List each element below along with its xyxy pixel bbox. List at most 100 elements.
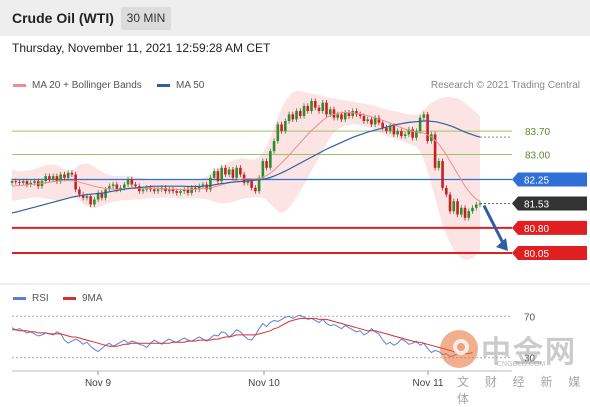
- candle-body-59: [231, 169, 235, 178]
- candle-body-30: [123, 184, 126, 188]
- candle-body-89: [343, 112, 347, 120]
- x-label-nov-10: Nov 10: [248, 378, 280, 389]
- candle-body-81: [313, 101, 317, 108]
- watermark-logo-icon: [440, 330, 478, 368]
- bollinger-band-fill: [12, 91, 480, 260]
- candle-body-121: [463, 207, 467, 218]
- watermark-tagline: 文 财 经 新 媒 体: [457, 375, 587, 406]
- candle-body-101: [388, 126, 392, 132]
- candle-body-90: [347, 112, 351, 117]
- forecast-arrow-head: [496, 237, 508, 251]
- candle-body-66: [257, 177, 261, 192]
- title-bar: Crude Oil (WTI) 30 MIN: [0, 0, 590, 36]
- candle-body-38: [152, 189, 156, 192]
- ma20-line: [11, 111, 481, 202]
- research-credit: Research © 2021 Trading Central: [430, 80, 580, 91]
- legend-9ma-swatch: [63, 296, 76, 300]
- candle-body-117: [448, 194, 452, 212]
- candle-body-104: [400, 131, 403, 137]
- x-label-nov-11: Nov 11: [413, 378, 444, 389]
- candle-body-95: [366, 119, 369, 122]
- legend-ma20-swatch: [13, 83, 26, 87]
- candle-body-19: [81, 194, 85, 198]
- candle-body-97: [373, 117, 377, 125]
- rsi-line: [11, 314, 466, 358]
- level-tag-82.25: [512, 172, 587, 187]
- legend-rsi-swatch: [13, 296, 26, 300]
- candle-body-42: [167, 189, 171, 192]
- candle-body-33: [134, 184, 137, 187]
- candle-body-44: [175, 191, 179, 193]
- candle-body-35: [141, 189, 145, 192]
- candle-body-46: [182, 189, 186, 192]
- candle-body-102: [392, 126, 396, 135]
- legend-rsi-ma: 9MA: [63, 293, 103, 304]
- legend-rsi-label: RSI: [32, 293, 49, 304]
- candle-body-125: [478, 203, 482, 205]
- datetime-label: Thursday, November 11, 2021 12:59:28 AM …: [12, 41, 271, 55]
- legend-rsi: RSI: [13, 293, 49, 304]
- candle-body-96: [370, 119, 373, 125]
- candle-body-60: [235, 167, 238, 178]
- candle-body-116: [445, 187, 448, 195]
- candle-body-21: [89, 196, 92, 205]
- candle-body-22: [93, 199, 96, 205]
- candle-body-49: [194, 187, 197, 190]
- candle-body-87: [336, 114, 340, 118]
- candle-body-75: [291, 114, 295, 120]
- candle-body-2: [18, 181, 21, 183]
- candle-body-114: [437, 161, 441, 168]
- candle-body-26: [108, 186, 111, 190]
- candle-body-56: [220, 167, 223, 182]
- legend-9ma-label: 9MA: [82, 293, 103, 304]
- legend-ma50-swatch: [157, 83, 170, 87]
- site-watermark: 中金网 CNGOLD.COM 文 财 经 新 媒 体: [437, 327, 587, 406]
- candle-body-113: [433, 134, 437, 168]
- candle-body-107: [411, 129, 414, 138]
- timeframe-button[interactable]: 30 MIN: [121, 7, 171, 30]
- candle-body-85: [328, 109, 332, 115]
- rsi-level-label-70: 70: [524, 312, 536, 323]
- candle-body-32: [130, 179, 134, 185]
- candle-body-58: [227, 169, 231, 175]
- candle-body-11: [51, 176, 55, 180]
- watermark-subtitle: CNGOLD.COM: [497, 361, 546, 368]
- candle-body-50: [197, 186, 201, 190]
- candle-body-86: [332, 109, 336, 118]
- level-tag-80.80: [512, 220, 587, 235]
- candle-body-0: [10, 181, 14, 183]
- candle-body-98: [377, 117, 381, 123]
- candle-body-54: [212, 171, 216, 178]
- level-label-82.25: 82.25: [524, 175, 549, 186]
- candle-body-77: [298, 111, 302, 117]
- candle-body-16: [70, 172, 74, 175]
- candle-body-79: [306, 106, 310, 112]
- candle-body-72: [280, 124, 283, 132]
- candle-body-124: [474, 204, 478, 208]
- candle-body-82: [317, 107, 321, 112]
- candle-body-14: [63, 174, 66, 178]
- candle-body-106: [407, 129, 411, 135]
- candle-body-5: [29, 182, 33, 185]
- candle-body-39: [156, 189, 160, 192]
- candle-body-70: [272, 141, 276, 152]
- candle-body-78: [302, 106, 306, 117]
- candle-body-13: [59, 174, 62, 182]
- candle-body-123: [471, 207, 474, 212]
- candle-body-17: [74, 174, 77, 190]
- candle-body-103: [396, 131, 399, 135]
- legend-ma50: MA 50: [157, 80, 204, 91]
- candle-body-25: [104, 189, 107, 198]
- legend-ma20-bollinger: MA 20 + Bollinger Bands: [13, 80, 142, 91]
- candle-body-84: [325, 102, 328, 115]
- candle-body-9: [44, 176, 47, 182]
- candle-body-100: [385, 127, 388, 132]
- candle-body-64: [250, 181, 253, 188]
- candle-body-118: [452, 201, 456, 212]
- level-label-80.05: 80.05: [524, 249, 549, 260]
- candle-body-67: [261, 161, 265, 178]
- candle-body-83: [321, 102, 325, 112]
- level-label-83.00: 83.00: [525, 150, 550, 161]
- candle-body-12: [55, 176, 59, 182]
- candle-body-109: [418, 117, 422, 132]
